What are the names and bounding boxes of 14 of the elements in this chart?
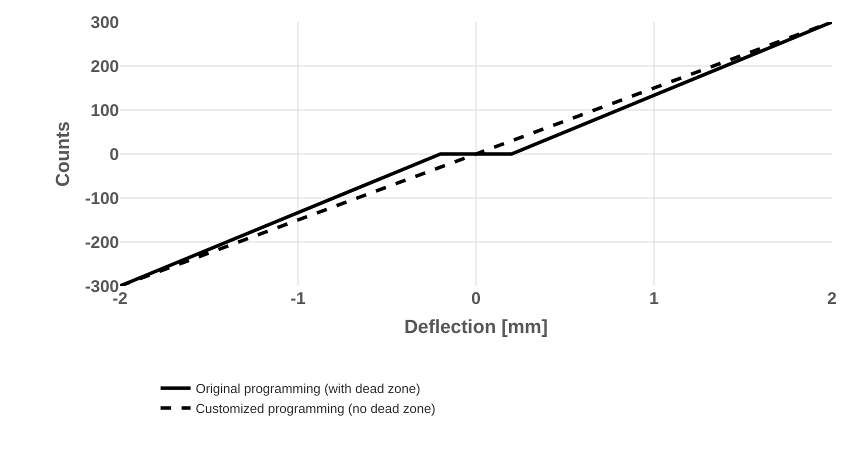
x-tick-label: 1	[649, 289, 659, 308]
x-axis-title: Deflection [mm]	[404, 316, 548, 338]
y-tick-label: -200	[84, 232, 119, 252]
y-tick-label: 200	[90, 56, 119, 76]
legend-label: Customized programming (no dead zone)	[196, 401, 436, 416]
x-tick-label: 2	[827, 289, 837, 308]
y-tick-label: 100	[90, 100, 119, 120]
legend-label: Original programming (with dead zone)	[196, 381, 420, 396]
y-tick-label: 0	[110, 144, 119, 164]
y-axis-title: Counts	[52, 121, 74, 187]
y-tick-label: 300	[90, 12, 119, 32]
x-tick-label: -1	[290, 289, 306, 308]
x-tick-label: 0	[471, 289, 481, 308]
y-tick-label: -100	[84, 188, 119, 208]
